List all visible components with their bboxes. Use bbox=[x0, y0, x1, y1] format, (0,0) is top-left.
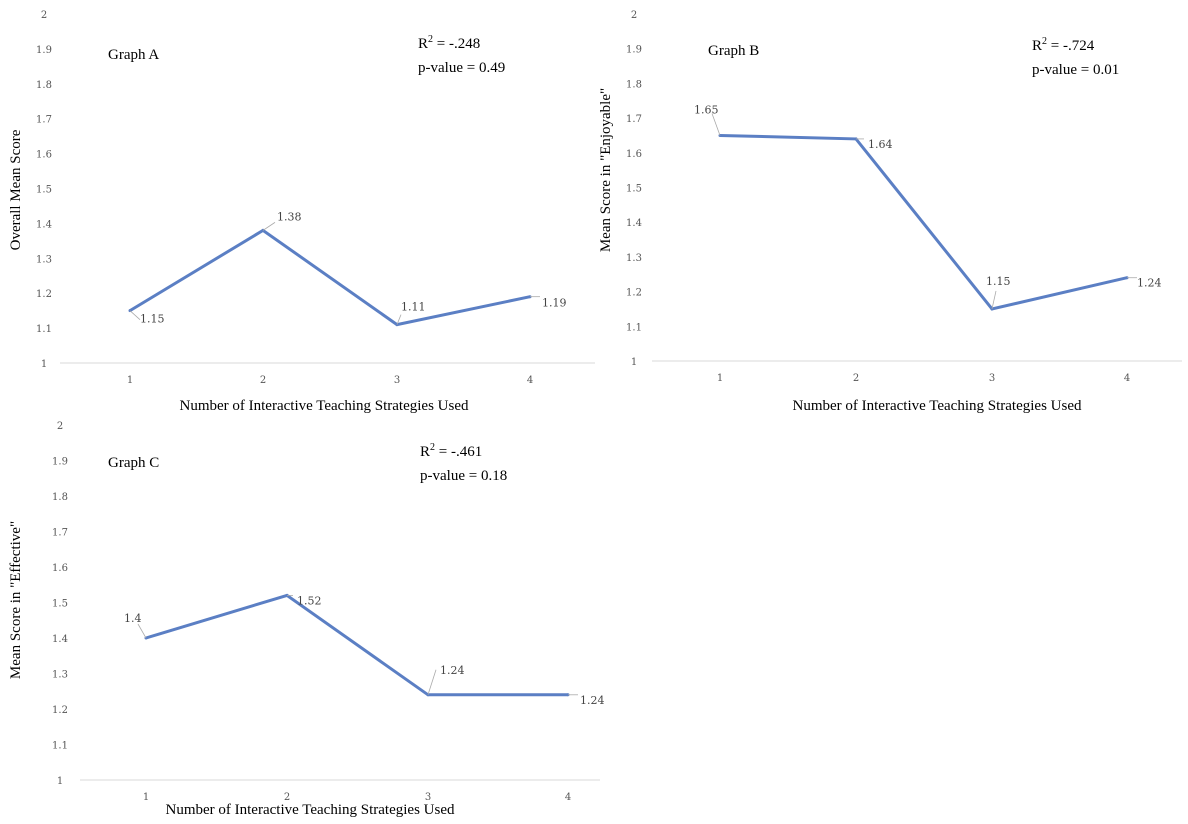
x-tick-label: 4 bbox=[1124, 373, 1130, 384]
x-tick-label: 3 bbox=[425, 792, 431, 803]
label-leader-line bbox=[396, 314, 402, 325]
data-label: 1.4 bbox=[124, 612, 142, 625]
data-label: 1.24 bbox=[440, 664, 465, 677]
y-axis-label: Mean Score in "Effective" bbox=[8, 521, 24, 679]
y-tick-label: 1.3 bbox=[626, 253, 642, 264]
data-label: 1.65 bbox=[694, 103, 719, 116]
data-label: 1.24 bbox=[1137, 277, 1162, 290]
label-leader-line bbox=[427, 669, 437, 695]
p-value-annotation: p-value = 0.18 bbox=[420, 468, 507, 484]
y-tick-label: 1 bbox=[57, 776, 63, 787]
y-tick-label: 1.4 bbox=[36, 219, 52, 230]
y-tick-label: 1.7 bbox=[626, 114, 642, 125]
y-tick-label: 1.7 bbox=[52, 528, 68, 539]
data-label: 1.11 bbox=[401, 301, 426, 314]
y-tick-label: 1.9 bbox=[36, 45, 52, 56]
y-tick-label: 1.7 bbox=[36, 115, 52, 126]
y-tick-label: 1.9 bbox=[52, 457, 68, 468]
data-label: 1.64 bbox=[868, 138, 893, 151]
y-tick-label: 1.3 bbox=[36, 254, 52, 265]
label-leader-line bbox=[991, 290, 997, 310]
y-tick-label: 2 bbox=[41, 10, 47, 21]
y-tick-label: 1 bbox=[41, 359, 47, 370]
y-axis-label: Mean Score in "Enjoyable" bbox=[598, 88, 614, 252]
x-tick-label: 3 bbox=[989, 373, 995, 384]
chart-panel-1: 1 1.1 1.2 1.3 1.4 1.5 1.6 1.7 1.8 1.9 2 1 2 3 4 1.15 1.3… bbox=[8, 10, 595, 414]
data-label: 1.52 bbox=[297, 594, 322, 607]
y-tick-label: 1.6 bbox=[36, 150, 52, 161]
label-leader-line bbox=[262, 222, 276, 231]
x-axis-label: Number of Interactive Teaching Strategie… bbox=[180, 398, 469, 414]
data-label: 1.15 bbox=[140, 313, 165, 326]
x-tick-label: 2 bbox=[853, 373, 859, 384]
r-squared-annotation: R2 = -.461 bbox=[420, 442, 482, 460]
y-tick-label: 1.3 bbox=[52, 670, 68, 681]
chart-title: Graph A bbox=[108, 47, 159, 63]
r-squared-annotation: R2 = -.248 bbox=[418, 34, 480, 52]
label-leader-line bbox=[129, 310, 141, 320]
y-tick-label: 2 bbox=[57, 421, 63, 432]
y-tick-label: 2 bbox=[631, 10, 637, 21]
y-tick-label: 1.4 bbox=[626, 218, 642, 229]
y-tick-label: 1.6 bbox=[626, 149, 642, 160]
x-axis-label: Number of Interactive Teaching Strategie… bbox=[793, 398, 1082, 414]
data-label: 1.15 bbox=[986, 275, 1011, 288]
chart-panel-2: 1 1.1 1.2 1.3 1.4 1.5 1.6 1.7 1.8 1.9 2 1 2 3 4 1.65 1.6… bbox=[598, 10, 1182, 414]
series-line bbox=[719, 133, 1128, 311]
x-tick-label: 1 bbox=[717, 373, 723, 384]
p-value-annotation: p-value = 0.49 bbox=[418, 60, 505, 76]
y-tick-label: 1.9 bbox=[626, 45, 642, 56]
p-value-annotation: p-value = 0.01 bbox=[1032, 62, 1119, 78]
label-leader-line bbox=[137, 623, 147, 639]
x-tick-label: 4 bbox=[527, 375, 533, 386]
chart-title: Graph B bbox=[708, 43, 759, 59]
data-label: 1.19 bbox=[542, 297, 567, 310]
y-tick-label: 1 bbox=[631, 357, 637, 368]
y-tick-label: 1.2 bbox=[626, 288, 642, 299]
y-tick-label: 1.5 bbox=[52, 599, 68, 610]
x-axis-label: Number of Interactive Teaching Strategie… bbox=[166, 802, 455, 818]
x-tick-label: 1 bbox=[143, 792, 149, 803]
x-tick-label: 2 bbox=[284, 792, 290, 803]
y-tick-label: 1.4 bbox=[52, 634, 68, 645]
y-tick-label: 1.8 bbox=[626, 79, 642, 90]
y-tick-label: 1.1 bbox=[52, 741, 68, 752]
series-line bbox=[129, 228, 531, 327]
label-leader-line bbox=[711, 113, 721, 136]
y-tick-label: 1.2 bbox=[52, 705, 68, 716]
x-tick-label: 1 bbox=[127, 375, 133, 386]
y-tick-label: 1.2 bbox=[36, 289, 52, 300]
y-tick-label: 1.8 bbox=[36, 80, 52, 91]
data-label: 1.38 bbox=[277, 210, 302, 223]
y-tick-label: 1.5 bbox=[36, 185, 52, 196]
r-squared-annotation: R2 = -.724 bbox=[1032, 36, 1095, 54]
series-line bbox=[145, 593, 568, 697]
y-axis-label: Overall Mean Score bbox=[8, 129, 24, 250]
chart-panel-3: 1 1.1 1.2 1.3 1.4 1.5 1.6 1.7 1.8 1.9 2 1 2 3 4 1.4 1.52… bbox=[8, 421, 605, 818]
y-tick-label: 1.1 bbox=[36, 324, 52, 335]
y-tick-label: 1.5 bbox=[626, 184, 642, 195]
y-tick-label: 1.6 bbox=[52, 563, 68, 574]
y-tick-label: 1.8 bbox=[52, 492, 68, 503]
y-tick-label: 1.1 bbox=[626, 322, 642, 333]
data-label: 1.24 bbox=[580, 694, 605, 707]
x-tick-label: 4 bbox=[565, 792, 571, 803]
chart-title: Graph C bbox=[108, 455, 159, 471]
x-tick-label: 2 bbox=[260, 375, 266, 386]
x-tick-label: 3 bbox=[394, 375, 400, 386]
